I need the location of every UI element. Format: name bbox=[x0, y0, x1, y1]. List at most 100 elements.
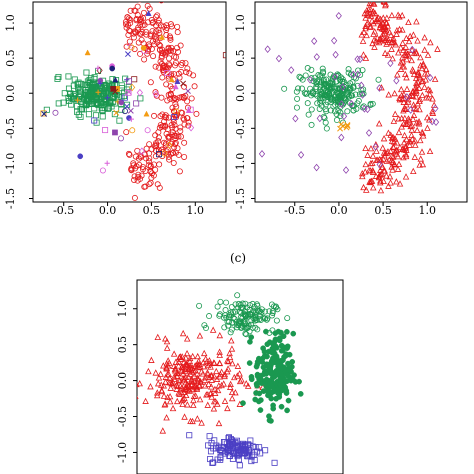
top-left-cluster-1-point-226 bbox=[83, 92, 90, 99]
bottom-cluster-0-point-224 bbox=[178, 389, 185, 396]
top-right-cluster-0-point-32 bbox=[410, 31, 417, 38]
top-left-cluster-0-point-186 bbox=[156, 161, 163, 168]
top-right-cluster-0-point-95 bbox=[420, 60, 427, 67]
bottom-cluster-1-point-49 bbox=[217, 298, 224, 305]
top-right-cluster-1-point-154 bbox=[333, 117, 340, 124]
top-left-cluster-2-point-43 bbox=[144, 127, 151, 134]
top-left-cluster-1-point-133 bbox=[121, 93, 128, 100]
top-left-cluster-0-point-223 bbox=[146, 181, 153, 188]
top-right-cluster-2-point-22 bbox=[429, 117, 436, 126]
top-left-cluster-0-point-242 bbox=[168, 71, 175, 78]
top-right-cluster-0-point-27 bbox=[397, 44, 405, 51]
bottom-cluster-1-point-81 bbox=[263, 316, 270, 323]
bottom-cluster-0-point-111 bbox=[189, 417, 196, 425]
top-left-cluster-0-point-90 bbox=[172, 62, 179, 69]
top-left-cluster-1-point-195 bbox=[99, 113, 106, 120]
top-left-cluster-0-point-228 bbox=[176, 168, 183, 175]
top-left-cluster-2-point-59 bbox=[136, 88, 143, 97]
bottom-cluster-0-point-14 bbox=[159, 427, 167, 434]
top-left-cluster-1-point-153 bbox=[70, 95, 77, 102]
top-left-cluster-0-point-164 bbox=[162, 114, 169, 121]
top-right-cluster-0-point-323 bbox=[409, 66, 416, 73]
top-right-cluster-1-point-191 bbox=[317, 92, 324, 99]
top-right-cluster-0-point-195 bbox=[390, 138, 398, 145]
top-right-cluster-1-point-217 bbox=[336, 84, 343, 91]
top-right-cluster-0-point-117 bbox=[401, 114, 409, 122]
bottom-cluster-1-point-108 bbox=[232, 308, 239, 315]
top-right-cluster-0-point-293 bbox=[408, 91, 416, 98]
bottom-cluster-2-point-144 bbox=[256, 390, 263, 397]
top-right-cluster-1-point-203 bbox=[342, 95, 349, 102]
top-left-cluster-0-point-213 bbox=[157, 113, 164, 120]
top-left-cluster-0-point-166 bbox=[137, 50, 144, 57]
top-left-cluster-0-point-145 bbox=[169, 104, 176, 111]
top-right-cluster-0-point-9 bbox=[369, 168, 377, 175]
bottom-cluster-0-point-204 bbox=[182, 391, 190, 399]
bottom-cluster-0-point-190 bbox=[205, 380, 212, 387]
top-right-cluster-0-point-305 bbox=[383, 157, 391, 164]
top-left-cluster-1-point-221 bbox=[118, 106, 125, 113]
bottom-ytick-label-0: -1.0 bbox=[116, 442, 129, 463]
top-right-cluster-0-point-320 bbox=[390, 34, 397, 42]
top-right-cluster-1-point-143 bbox=[375, 76, 382, 83]
bottom-cluster-0-point-239 bbox=[193, 385, 201, 392]
top-right-cluster-1-point-216 bbox=[323, 108, 330, 115]
bottom-cluster-0-point-133 bbox=[198, 419, 205, 426]
top-right-cluster-0-point-203 bbox=[421, 83, 428, 90]
bottom-points bbox=[137, 292, 304, 469]
top-left-cluster-0-point-171 bbox=[148, 46, 155, 53]
bottom-cluster-2-point-141 bbox=[271, 338, 278, 345]
bottom-cluster-1-point-126 bbox=[241, 324, 248, 331]
top-right-cluster-0-point-286 bbox=[374, 17, 382, 25]
top-left-ytick-label-4: 0.5 bbox=[4, 49, 17, 67]
bottom-cluster-0-point-155 bbox=[202, 355, 209, 362]
top-right-cluster-0-point-339 bbox=[366, 23, 374, 30]
bottom-cluster-0-point-157 bbox=[137, 382, 138, 385]
top-right-cluster-0-point-201 bbox=[389, 55, 396, 62]
bottom-cluster-1-point-56 bbox=[214, 303, 221, 310]
top-left-cluster-1-point-229 bbox=[91, 91, 98, 98]
bottom-cluster-0-point-171 bbox=[152, 369, 160, 376]
top-left-cluster-0-point-178 bbox=[172, 59, 179, 66]
top-right-cluster-0-point-329 bbox=[402, 173, 410, 180]
bottom-cluster-0-point-160 bbox=[173, 369, 181, 376]
top-right-cluster-0-point-167 bbox=[366, 2, 373, 7]
bottom-cluster-0-point-80 bbox=[194, 352, 201, 360]
top-left-cluster-2-point-68 bbox=[125, 89, 132, 96]
top-right-cluster-0-point-269 bbox=[426, 147, 434, 155]
top-left-cluster-2-point-64 bbox=[74, 97, 81, 103]
top-left-cluster-1-point-228 bbox=[75, 84, 82, 91]
top-right-cluster-0-point-271 bbox=[389, 166, 396, 173]
bottom-cluster-1-point-106 bbox=[262, 315, 269, 322]
bottom-cluster-3-point-101 bbox=[214, 456, 221, 463]
top-right-cluster-2-point-10 bbox=[364, 105, 371, 114]
bottom-cluster-0-point-256 bbox=[226, 349, 233, 357]
panel-label-c: (c) bbox=[230, 251, 246, 265]
bottom-cluster-3-point-89 bbox=[245, 441, 252, 448]
bottom-cluster-0-point-135 bbox=[184, 401, 191, 408]
top-left-cluster-0-point-289 bbox=[163, 32, 170, 39]
top-left-cluster-2-point-53 bbox=[95, 89, 101, 95]
top-left-cluster-0-point-149 bbox=[154, 12, 161, 19]
top-right-cluster-0-point-310 bbox=[395, 128, 403, 136]
top-left-cluster-0-point-324 bbox=[155, 17, 162, 24]
top-right-cluster-0-point-31 bbox=[378, 25, 386, 32]
top-right-cluster-0-point-298 bbox=[414, 68, 422, 75]
top-right-cluster-0-point-359 bbox=[393, 146, 401, 153]
top-right-cluster-0-point-123 bbox=[400, 46, 407, 53]
bottom-cluster-3-point-80 bbox=[271, 459, 278, 466]
bottom-cluster-2-point-133 bbox=[252, 396, 259, 403]
top-left-cluster-0-point-300 bbox=[127, 20, 134, 27]
top-left-cluster-1-point-101 bbox=[75, 79, 82, 86]
top-left-cluster-0-point-177 bbox=[176, 74, 183, 81]
top-left-cluster-0-point-143 bbox=[180, 93, 187, 100]
top-right-cluster-0-point-308 bbox=[367, 167, 374, 174]
top-right-cluster-2-point-30 bbox=[342, 166, 350, 174]
top-left-cluster-0-point-230 bbox=[137, 15, 144, 22]
top-right-cluster-2-point-27 bbox=[275, 54, 283, 63]
top-left-cluster-0-point-28 bbox=[140, 9, 147, 16]
bottom-cluster-1-point-128 bbox=[269, 312, 276, 319]
top-right-cluster-2-point-14 bbox=[332, 50, 339, 59]
top-left-cluster-1-point-204 bbox=[100, 101, 107, 108]
top-left-cluster-0-point-313 bbox=[153, 28, 160, 35]
